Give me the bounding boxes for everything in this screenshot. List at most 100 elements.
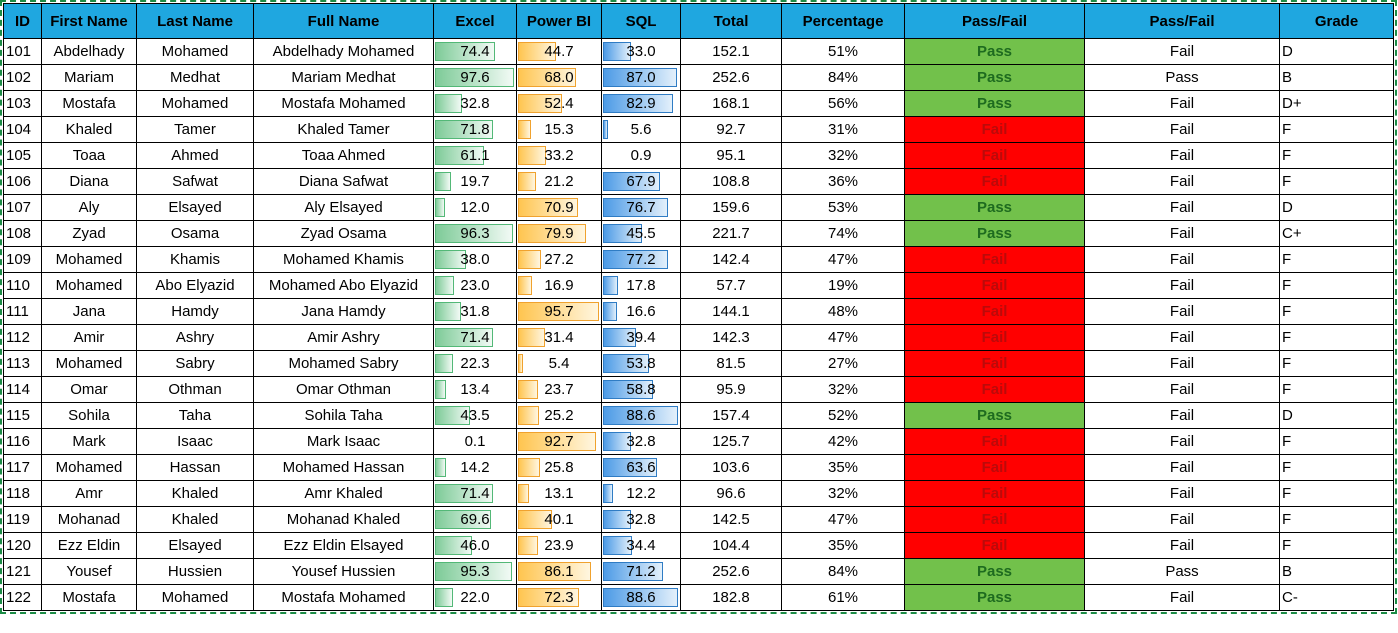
cell-percentage[interactable]: 35% — [781, 532, 905, 559]
cell-id[interactable]: 118 — [3, 480, 42, 507]
cell-pass-fail[interactable]: Fail — [1084, 272, 1280, 299]
cell-id[interactable]: 106 — [3, 168, 42, 195]
cell-first-name[interactable]: Mohanad — [41, 506, 137, 533]
cell-last-name[interactable]: Sabry — [136, 350, 254, 377]
cell-total[interactable]: 108.8 — [680, 168, 782, 195]
cell-pass-fail[interactable]: Fail — [1084, 376, 1280, 403]
cell-pass-fail[interactable]: Fail — [1084, 142, 1280, 169]
cell-full-name[interactable]: Mohamed Sabry — [253, 350, 434, 377]
cell-excel-score[interactable]: 43.5 — [433, 402, 517, 429]
cell-id[interactable]: 111 — [3, 298, 42, 325]
column-header-last-name[interactable]: Last Name — [136, 3, 254, 39]
cell-power-bi-score[interactable]: 23.9 — [516, 532, 602, 559]
cell-excel-score[interactable]: 95.3 — [433, 558, 517, 585]
cell-first-name[interactable]: Amr — [41, 480, 137, 507]
cell-percentage[interactable]: 27% — [781, 350, 905, 377]
cell-first-name[interactable]: Ezz Eldin — [41, 532, 137, 559]
cell-last-name[interactable]: Mohamed — [136, 90, 254, 117]
cell-first-name[interactable]: Omar — [41, 376, 137, 403]
cell-last-name[interactable]: Elsayed — [136, 194, 254, 221]
cell-pass-fail-colored[interactable]: Pass — [904, 38, 1085, 65]
cell-excel-score[interactable]: 31.8 — [433, 298, 517, 325]
cell-id[interactable]: 122 — [3, 584, 42, 611]
cell-total[interactable]: 104.4 — [680, 532, 782, 559]
cell-grade[interactable]: F — [1279, 506, 1394, 533]
cell-excel-score[interactable]: 23.0 — [433, 272, 517, 299]
cell-power-bi-score[interactable]: 21.2 — [516, 168, 602, 195]
cell-power-bi-score[interactable]: 68.0 — [516, 64, 602, 91]
cell-grade[interactable]: F — [1279, 298, 1394, 325]
cell-power-bi-score[interactable]: 27.2 — [516, 246, 602, 273]
cell-pass-fail-colored[interactable]: Fail — [904, 142, 1085, 169]
cell-first-name[interactable]: Mohamed — [41, 246, 137, 273]
cell-pass-fail-colored[interactable]: Fail — [904, 532, 1085, 559]
cell-last-name[interactable]: Khamis — [136, 246, 254, 273]
cell-full-name[interactable]: Abdelhady Mohamed — [253, 38, 434, 65]
cell-sql-score[interactable]: 17.8 — [601, 272, 681, 299]
cell-pass-fail-colored[interactable]: Fail — [904, 246, 1085, 273]
cell-power-bi-score[interactable]: 70.9 — [516, 194, 602, 221]
cell-grade[interactable]: D — [1279, 38, 1394, 65]
cell-pass-fail-colored[interactable]: Fail — [904, 324, 1085, 351]
cell-percentage[interactable]: 32% — [781, 142, 905, 169]
cell-first-name[interactable]: Mark — [41, 428, 137, 455]
cell-sql-score[interactable]: 71.2 — [601, 558, 681, 585]
cell-last-name[interactable]: Mohamed — [136, 584, 254, 611]
cell-id[interactable]: 105 — [3, 142, 42, 169]
cell-first-name[interactable]: Jana — [41, 298, 137, 325]
cell-excel-score[interactable]: 22.0 — [433, 584, 517, 611]
cell-full-name[interactable]: Mark Isaac — [253, 428, 434, 455]
column-header-total[interactable]: Total — [680, 3, 782, 39]
cell-first-name[interactable]: Abdelhady — [41, 38, 137, 65]
cell-sql-score[interactable]: 45.5 — [601, 220, 681, 247]
cell-power-bi-score[interactable]: 25.2 — [516, 402, 602, 429]
cell-id[interactable]: 109 — [3, 246, 42, 273]
cell-percentage[interactable]: 53% — [781, 194, 905, 221]
cell-grade[interactable]: F — [1279, 246, 1394, 273]
cell-grade[interactable]: F — [1279, 142, 1394, 169]
cell-id[interactable]: 119 — [3, 506, 42, 533]
cell-grade[interactable]: D+ — [1279, 90, 1394, 117]
cell-excel-score[interactable]: 12.0 — [433, 194, 517, 221]
cell-grade[interactable]: B — [1279, 64, 1394, 91]
cell-power-bi-score[interactable]: 44.7 — [516, 38, 602, 65]
cell-power-bi-score[interactable]: 72.3 — [516, 584, 602, 611]
cell-percentage[interactable]: 56% — [781, 90, 905, 117]
cell-last-name[interactable]: Ahmed — [136, 142, 254, 169]
cell-excel-score[interactable]: 96.3 — [433, 220, 517, 247]
cell-pass-fail[interactable]: Pass — [1084, 558, 1280, 585]
cell-last-name[interactable]: Hamdy — [136, 298, 254, 325]
cell-first-name[interactable]: Mohamed — [41, 350, 137, 377]
cell-total[interactable]: 142.5 — [680, 506, 782, 533]
cell-last-name[interactable]: Isaac — [136, 428, 254, 455]
cell-full-name[interactable]: Mohanad Khaled — [253, 506, 434, 533]
cell-first-name[interactable]: Mohamed — [41, 454, 137, 481]
cell-power-bi-score[interactable]: 15.3 — [516, 116, 602, 143]
cell-sql-score[interactable]: 5.6 — [601, 116, 681, 143]
cell-sql-score[interactable]: 87.0 — [601, 64, 681, 91]
cell-full-name[interactable]: Aly Elsayed — [253, 194, 434, 221]
cell-pass-fail-colored[interactable]: Pass — [904, 558, 1085, 585]
cell-total[interactable]: 81.5 — [680, 350, 782, 377]
cell-grade[interactable]: F — [1279, 480, 1394, 507]
cell-power-bi-score[interactable]: 86.1 — [516, 558, 602, 585]
cell-id[interactable]: 107 — [3, 194, 42, 221]
cell-total[interactable]: 252.6 — [680, 558, 782, 585]
cell-pass-fail[interactable]: Fail — [1084, 454, 1280, 481]
cell-grade[interactable]: F — [1279, 532, 1394, 559]
cell-pass-fail-colored[interactable]: Fail — [904, 428, 1085, 455]
cell-pass-fail-colored[interactable]: Fail — [904, 272, 1085, 299]
cell-full-name[interactable]: Omar Othman — [253, 376, 434, 403]
cell-last-name[interactable]: Abo Elyazid — [136, 272, 254, 299]
cell-grade[interactable]: F — [1279, 324, 1394, 351]
cell-pass-fail-colored[interactable]: Pass — [904, 402, 1085, 429]
cell-power-bi-score[interactable]: 5.4 — [516, 350, 602, 377]
column-header-grade[interactable]: Grade — [1279, 3, 1394, 39]
cell-excel-score[interactable]: 0.1 — [433, 428, 517, 455]
cell-last-name[interactable]: Khaled — [136, 480, 254, 507]
cell-power-bi-score[interactable]: 25.8 — [516, 454, 602, 481]
cell-sql-score[interactable]: 82.9 — [601, 90, 681, 117]
cell-grade[interactable]: F — [1279, 376, 1394, 403]
cell-id[interactable]: 115 — [3, 402, 42, 429]
cell-first-name[interactable]: Yousef — [41, 558, 137, 585]
